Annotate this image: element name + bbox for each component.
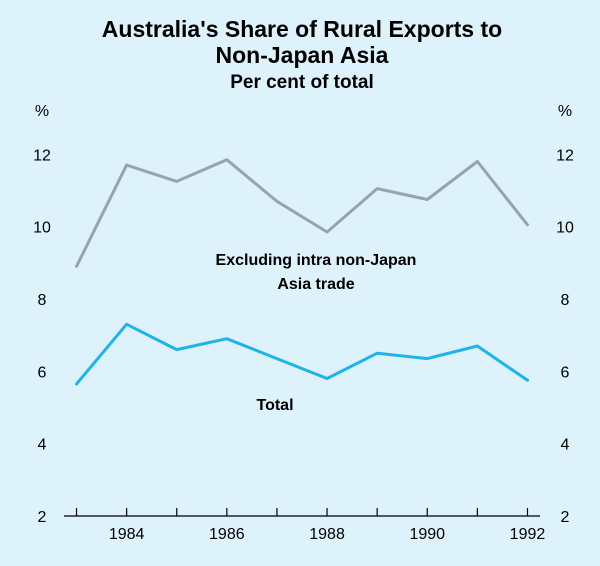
x-tick-label-1992: 1992 [510, 526, 546, 543]
x-tick-label-1990: 1990 [409, 526, 445, 543]
y-axis-right: 2 4 6 8 10 12 [556, 147, 574, 526]
y-tick-right-8: 8 [561, 292, 570, 309]
y-tick-right-6: 6 [561, 364, 570, 381]
y-axis-left: 2 4 6 8 10 12 [33, 147, 51, 526]
y-tick-left-4: 4 [38, 437, 47, 454]
y-tick-left-8: 8 [38, 292, 47, 309]
right-axis-unit: % [558, 103, 572, 120]
series-label-total: Total [256, 397, 293, 414]
y-tick-right-12: 12 [556, 147, 574, 164]
x-tick-label-1988: 1988 [309, 526, 345, 543]
y-tick-left-2: 2 [38, 509, 47, 526]
y-tick-left-10: 10 [33, 220, 51, 237]
y-tick-right-10: 10 [556, 220, 574, 237]
chart-title-line-1: Australia's Share of Rural Exports to [102, 16, 502, 42]
chart-title-line-2: Non-Japan Asia [216, 42, 389, 68]
series-line-0 [75, 158, 529, 268]
y-tick-left-12: 12 [33, 147, 51, 164]
x-axis: 1984 1986 1988 1990 1992 [75, 508, 546, 543]
series-lines [75, 158, 529, 386]
chart-subtitle: Per cent of total [230, 72, 374, 93]
series-label-excluding-line-1: Excluding intra non-Japan [216, 252, 417, 269]
plot-area: 2 4 6 8 10 12 2 4 6 8 10 12 1984 1986 1988 1990 1992 [33, 147, 574, 543]
y-tick-right-2: 2 [561, 509, 570, 526]
x-tick-label-1984: 1984 [109, 526, 145, 543]
y-tick-right-4: 4 [561, 437, 570, 454]
y-tick-left-6: 6 [38, 364, 47, 381]
series-label-excluding-line-2: Asia trade [277, 276, 354, 293]
series-line-1 [75, 322, 529, 386]
left-axis-unit: % [35, 103, 49, 120]
x-tick-label-1986: 1986 [209, 526, 245, 543]
